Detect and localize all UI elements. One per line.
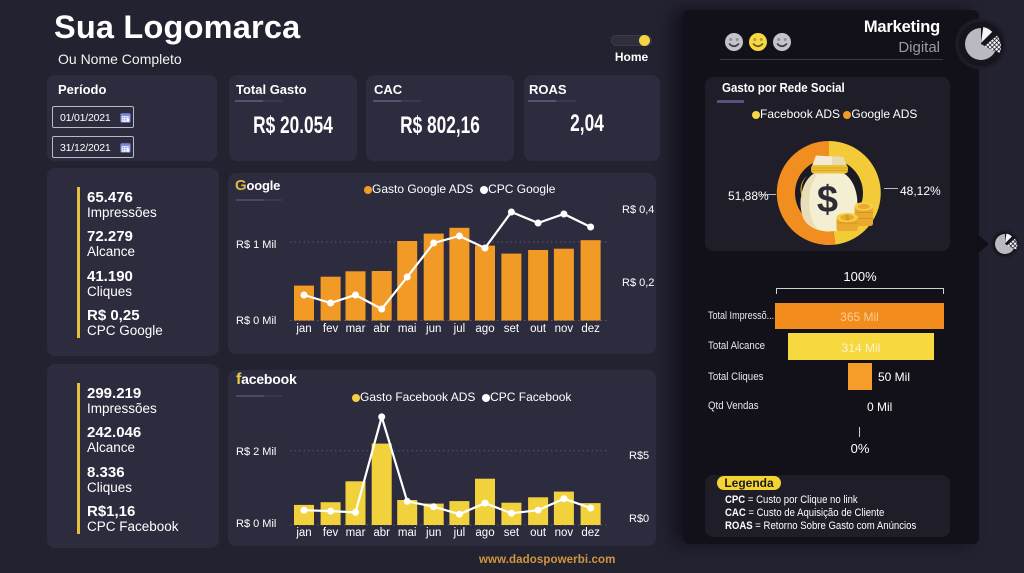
svg-text:set: set: [504, 527, 520, 539]
svg-text:jul: jul: [453, 527, 466, 539]
svg-text:R$0: R$0: [629, 513, 649, 525]
svg-text:out: out: [530, 323, 547, 335]
svg-text:ago: ago: [475, 527, 494, 539]
svg-text:jul: jul: [453, 323, 466, 335]
svg-text:fev: fev: [323, 527, 339, 539]
svg-text:R$ 0 Mil: R$ 0 Mil: [236, 315, 276, 327]
svg-text:dez: dez: [581, 527, 600, 539]
svg-text:jun: jun: [425, 527, 441, 539]
svg-text:R$ 2 Mil: R$ 2 Mil: [236, 446, 276, 458]
svg-text:jan: jan: [295, 323, 311, 335]
svg-text:set: set: [504, 323, 520, 335]
svg-text:nov: nov: [555, 323, 574, 335]
svg-text:R$5: R$5: [629, 450, 649, 462]
svg-text:abr: abr: [373, 527, 390, 539]
svg-text:abr: abr: [373, 323, 390, 335]
svg-text:R$ 0 Mil: R$ 0 Mil: [236, 518, 276, 530]
svg-text:ago: ago: [475, 323, 494, 335]
svg-text:nov: nov: [555, 527, 574, 539]
svg-text:$: $: [817, 179, 838, 221]
svg-text:mai: mai: [398, 323, 417, 335]
svg-text:jan: jan: [295, 527, 311, 539]
svg-text:R$ 0,2: R$ 0,2: [622, 277, 654, 289]
svg-text:out: out: [530, 527, 547, 539]
svg-text:jun: jun: [425, 323, 441, 335]
svg-text:$: $: [845, 215, 849, 222]
svg-text:R$ 1 Mil: R$ 1 Mil: [236, 239, 276, 251]
svg-text:dez: dez: [581, 323, 600, 335]
svg-text:mar: mar: [346, 527, 366, 539]
svg-text:fev: fev: [323, 323, 339, 335]
svg-text:mai: mai: [398, 527, 417, 539]
svg-text:mar: mar: [346, 323, 366, 335]
svg-text:R$ 0,4: R$ 0,4: [622, 204, 654, 216]
